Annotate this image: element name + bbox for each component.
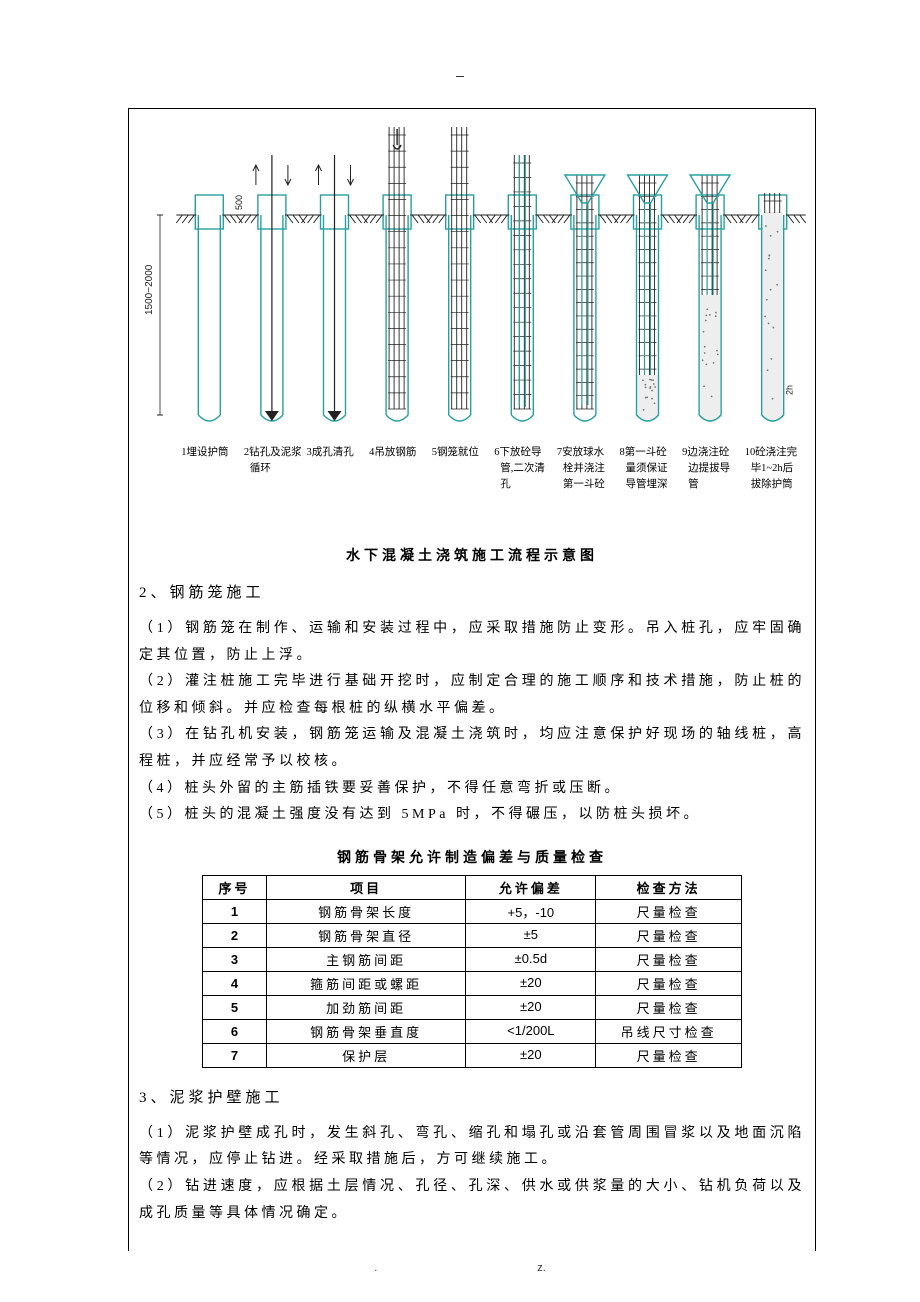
paragraph: （1）钢筋笼在制作、运输和安装过程中，应采取措施防止变形。吊入桩孔，应牢固确定其… bbox=[129, 616, 815, 669]
svg-text:管,二次清: 管,二次清 bbox=[500, 461, 545, 474]
table-cell: ±20 bbox=[466, 1043, 596, 1067]
table-row: 6钢筋骨架垂直度<1/200L吊线尺寸检查 bbox=[203, 1019, 742, 1043]
svg-text:管: 管 bbox=[688, 477, 699, 490]
table-cell: ±0.5d bbox=[466, 947, 596, 971]
table-row: 5加劲筋间距±20尺量检查 bbox=[203, 995, 742, 1019]
footer-left: . bbox=[374, 1262, 377, 1274]
section-3-body: （1）泥浆护壁成孔时，发生斜孔、弯孔、缩孔和塌孔或沿套管周围冒浆以及地面沉陷等情… bbox=[129, 1121, 815, 1227]
table-cell: ±5 bbox=[466, 923, 596, 947]
table-header: 序号 bbox=[203, 875, 267, 899]
svg-text:导管埋深: 导管埋深 bbox=[626, 477, 668, 490]
table-row: 3主钢筋间距±0.5d尺量检查 bbox=[203, 947, 742, 971]
table-cell: ±20 bbox=[466, 995, 596, 1019]
svg-text:5钢笼就位: 5钢笼就位 bbox=[432, 445, 480, 458]
table-cell: <1/200L bbox=[466, 1019, 596, 1043]
table-cell: 钢筋骨架直径 bbox=[266, 923, 466, 947]
table-header: 允许偏差 bbox=[466, 875, 596, 899]
svg-text:1埋设护筒: 1埋设护筒 bbox=[181, 445, 228, 458]
paragraph: （1）泥浆护壁成孔时，发生斜孔、弯孔、缩孔和塌孔或沿套管周围冒浆以及地面沉陷等情… bbox=[129, 1121, 815, 1174]
table-cell: 尺量检查 bbox=[596, 1043, 742, 1067]
content-frame: 1500~2000 500 2h 1埋设护筒 2钻孔及泥浆循环 3成孔清孔 4吊放钢筋 5钢笼… bbox=[128, 108, 816, 1251]
table-cell: 尺量检查 bbox=[596, 971, 742, 995]
table-cell: 2 bbox=[203, 923, 267, 947]
table-cell: 尺量检查 bbox=[596, 947, 742, 971]
section-3-heading: 3、泥浆护壁施工 bbox=[139, 1086, 815, 1107]
table-cell: 尺量检查 bbox=[596, 923, 742, 947]
paragraph: （2）灌注桩施工完毕进行基础开挖时，应制定合理的施工顺序和技术措施，防止桩的位移… bbox=[129, 669, 815, 722]
svg-text:毕1~2h后: 毕1~2h后 bbox=[751, 461, 793, 474]
section-2-body: （1）钢筋笼在制作、运输和安装过程中，应采取措施防止变形。吊入桩孔，应牢固确定其… bbox=[129, 616, 815, 829]
table-cell: 尺量检查 bbox=[596, 995, 742, 1019]
table-cell: 钢筋骨架垂直度 bbox=[266, 1019, 466, 1043]
svg-text:边提拔导: 边提拔导 bbox=[688, 461, 730, 474]
table-cell: 吊线尺寸检查 bbox=[596, 1019, 742, 1043]
table-row: 7保护层±20尺量检查 bbox=[203, 1043, 742, 1067]
figure-caption: 水下混凝土浇筑施工流程示意图 bbox=[129, 545, 815, 565]
table-header: 检查方法 bbox=[596, 875, 742, 899]
table-cell: 尺量检查 bbox=[596, 899, 742, 923]
svg-text:7安放球水: 7安放球水 bbox=[557, 445, 605, 458]
svg-text:2h: 2h bbox=[785, 385, 795, 395]
table-cell: 7 bbox=[203, 1043, 267, 1067]
svg-text:孔: 孔 bbox=[500, 477, 511, 490]
svg-text:8第一斗砼: 8第一斗砼 bbox=[620, 445, 668, 458]
section-2-heading: 2、钢筋笼施工 bbox=[139, 581, 815, 602]
table-row: 1钢筋骨架长度+5，-10尺量检查 bbox=[203, 899, 742, 923]
svg-text:3成孔清孔: 3成孔清孔 bbox=[307, 445, 355, 458]
svg-text:量须保证: 量须保证 bbox=[626, 461, 668, 474]
table-cell: 4 bbox=[203, 971, 267, 995]
svg-text:1500~2000: 1500~2000 bbox=[144, 264, 155, 315]
table-cell: 箍筋间距或螺距 bbox=[266, 971, 466, 995]
svg-text:500: 500 bbox=[234, 195, 244, 210]
svg-text:9边浇注砼: 9边浇注砼 bbox=[682, 445, 730, 458]
table-cell: +5，-10 bbox=[466, 899, 596, 923]
svg-text:拔除护筒: 拔除护筒 bbox=[751, 477, 793, 490]
svg-text:4吊放钢筋: 4吊放钢筋 bbox=[369, 445, 416, 458]
paragraph: （2）钻进速度，应根据土层情况、孔径、孔深、供水或供浆量的大小、钻机负荷以及成孔… bbox=[129, 1174, 815, 1227]
table-header: 项目 bbox=[266, 875, 466, 899]
table-cell: 主钢筋间距 bbox=[266, 947, 466, 971]
table-row: 4箍筋间距或螺距±20尺量检查 bbox=[203, 971, 742, 995]
table-cell: 钢筋骨架长度 bbox=[266, 899, 466, 923]
process-diagram: 1500~2000 500 2h 1埋设护筒 2钻孔及泥浆循环 3成孔清孔 4吊放钢筋 5钢笼… bbox=[129, 115, 815, 523]
table-cell: 1 bbox=[203, 899, 267, 923]
table-cell: 5 bbox=[203, 995, 267, 1019]
svg-text:循环: 循环 bbox=[250, 461, 271, 474]
svg-text:第一斗砼: 第一斗砼 bbox=[563, 477, 605, 490]
tolerance-table: 序号项目允许偏差检查方法 1钢筋骨架长度+5，-10尺量检查2钢筋骨架直径±5尺… bbox=[202, 875, 742, 1068]
svg-text:2钻孔及泥浆: 2钻孔及泥浆 bbox=[244, 445, 302, 458]
table-cell: ±20 bbox=[466, 971, 596, 995]
paragraph: （5）桩头的混凝土强度没有达到 5MPa 时，不得碾压，以防桩头损坏。 bbox=[129, 802, 815, 829]
table-cell: 保护层 bbox=[266, 1043, 466, 1067]
svg-text:10砼浇注完: 10砼浇注完 bbox=[745, 445, 798, 458]
footer: . z. bbox=[310, 1262, 610, 1274]
table-row: 2钢筋骨架直径±5尺量检查 bbox=[203, 923, 742, 947]
svg-text:6下放砼导: 6下放砼导 bbox=[494, 445, 541, 458]
top-dash bbox=[456, 76, 464, 77]
paragraph: （3）在钻孔机安装，钢筋笼运输及混凝土浇筑时，均应注意保护好现场的轴线桩，高程桩… bbox=[129, 722, 815, 775]
table-cell: 3 bbox=[203, 947, 267, 971]
svg-text:栓并浇注: 栓并浇注 bbox=[563, 461, 605, 474]
footer-right: z. bbox=[537, 1262, 546, 1274]
table-cell: 加劲筋间距 bbox=[266, 995, 466, 1019]
paragraph: （4）桩头外留的主筋插铁要妥善保护，不得任意弯折或压断。 bbox=[129, 776, 815, 803]
table-caption: 钢筋骨架允许制造偏差与质量检查 bbox=[129, 847, 815, 867]
table-cell: 6 bbox=[203, 1019, 267, 1043]
